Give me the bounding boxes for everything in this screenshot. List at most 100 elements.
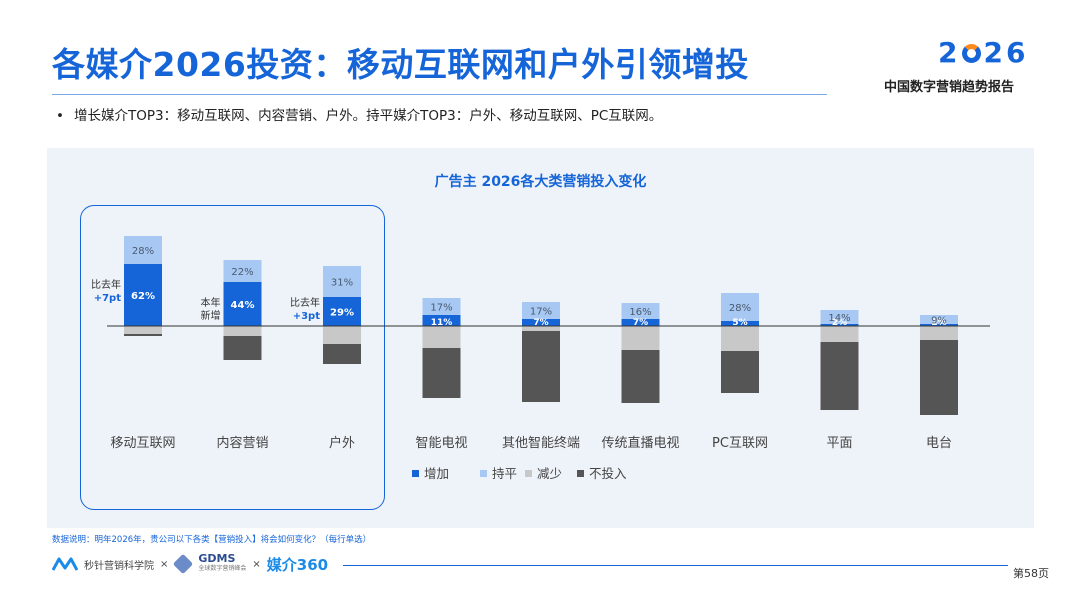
label-increase-cat8: 2% (832, 318, 847, 328)
category-label-cat5: 其他智能终端 (502, 435, 580, 451)
top3-highlight-box (80, 205, 385, 510)
bar-none-cat9 (920, 340, 958, 415)
page-number: 第58页 (1013, 567, 1049, 580)
bar-flat-cat7 (721, 293, 759, 321)
summary-text: 增长媒介TOP3：移动互联网、内容营销、户外。持平媒介TOP3：户外、移动互联网… (74, 108, 663, 124)
bar-decrease-cat5 (522, 326, 560, 331)
bar-increase-cat3 (323, 297, 361, 326)
label-flat-cat4: 17% (430, 303, 452, 314)
label-flat-cat5: 17% (530, 307, 552, 318)
category-label-cat7: PC互联网 (712, 436, 768, 451)
bar-decrease-cat9 (920, 326, 958, 340)
chart-panel: 广告主 2026各大类营销投入变化 62% 28% 移动互联网 44% 22% 内容营销 2… (47, 148, 1034, 528)
bar-none-cat8 (820, 342, 859, 410)
category-label-cat9: 电台 (926, 436, 952, 451)
label-increase-cat7: 5% (732, 318, 747, 328)
bar-decrease-cat4 (422, 326, 461, 348)
annotation-line2-cat3: +3pt (293, 311, 320, 322)
bar-flat-cat2 (223, 260, 262, 282)
legend-label-1: 增加 (424, 466, 449, 481)
bar-decrease-cat1 (124, 326, 162, 334)
bar-flat-cat4 (422, 298, 461, 315)
legend-swatch-2 (480, 470, 487, 477)
bar-flat-cat6 (621, 303, 660, 319)
bullet-dot-icon: • (56, 108, 64, 124)
label-flat-cat1: 28% (132, 246, 154, 257)
logo-year-left: 2 (938, 36, 961, 69)
annotation-line1-cat1: 比去年 (91, 278, 121, 291)
footer-logo-miaozhen: 秒针营销科学院 (84, 560, 154, 572)
label-flat-cat3: 31% (331, 278, 353, 289)
category-label-cat2: 内容营销 (216, 435, 268, 451)
label-flat-cat8: 14% (828, 313, 850, 324)
bar-flat-cat5 (522, 302, 560, 319)
bar-increase-cat8 (820, 324, 859, 326)
footer-logo-media360: 媒介360 (266, 555, 329, 574)
bar-increase-cat4 (422, 315, 461, 326)
title-underline (52, 94, 827, 95)
bar-decrease-cat7 (721, 326, 759, 351)
category-label-cat6: 传统直播电视 (601, 436, 679, 451)
footer-logo-gdms: GDMS 全球数字营销峰会 (198, 552, 247, 574)
miaozhen-logo-icon (52, 557, 78, 571)
data-note: 数据说明：明年2026年，贵公司以下各类【营销投入】将会如何变化？（每行单选） (52, 535, 372, 545)
bar-increase-cat6 (621, 319, 660, 326)
bar-none-cat4 (422, 348, 461, 398)
label-increase-cat5: 7% (533, 318, 548, 328)
bar-increase-cat9 (920, 324, 958, 326)
legend-swatch-1 (412, 470, 419, 477)
label-flat-cat6: 16% (629, 307, 651, 318)
footer-rule (343, 565, 1008, 566)
logo-year-right: 26 (983, 36, 1029, 69)
label-increase-cat6: 7% (633, 318, 648, 328)
legend-swatch-3 (525, 470, 532, 477)
label-increase-cat1: 62% (131, 291, 155, 302)
annotation-line1-cat2: 本年 (201, 296, 221, 309)
bar-decrease-cat8 (820, 326, 859, 342)
annotation-line2-cat2: 新增 (201, 309, 221, 322)
label-flat-cat2: 22% (231, 267, 253, 278)
legend-swatch-4 (577, 470, 584, 477)
bar-increase-cat1 (124, 264, 162, 326)
chart-title: 广告主 2026各大类营销投入变化 (434, 174, 647, 190)
label-increase-cat3: 29% (330, 308, 354, 319)
label-flat-cat7: 28% (729, 303, 751, 314)
footer-logos: 秒针营销科学院 × GDMS 全球数字营销峰会 × 媒介360 (52, 552, 328, 576)
gdms-logo-icon (173, 553, 194, 575)
legend-label-2: 持平 (492, 466, 517, 481)
bar-increase-cat2 (223, 282, 262, 326)
legend-label-4: 不投入 (589, 466, 627, 481)
bar-none-cat1 (124, 334, 162, 336)
footer-separator: × (252, 558, 261, 570)
category-label-cat8: 平面 (826, 436, 852, 451)
label-increase-cat2: 44% (231, 300, 255, 311)
category-label-cat3: 户外 (329, 435, 355, 451)
bar-decrease-cat6 (621, 326, 660, 350)
category-label-cat4: 智能电视 (415, 436, 467, 451)
bar-decrease-cat3 (323, 326, 361, 344)
bar-flat-cat3 (323, 266, 361, 297)
footer-separator: × (160, 558, 169, 570)
logo-ring-icon (962, 44, 982, 63)
summary-bullet: • 增长媒介TOP3：移动互联网、内容营销、户外。持平媒介TOP3：户外、移动互联… (56, 104, 662, 124)
category-label-cat1: 移动互联网 (110, 436, 175, 451)
annotation-line1-cat3: 比去年 (290, 296, 320, 309)
bar-flat-cat1 (124, 236, 162, 264)
report-logo-year: 2 26 (938, 36, 1028, 69)
bar-increase-cat5 (522, 319, 560, 326)
bar-none-cat3 (323, 344, 361, 364)
gdms-name: GDMS (198, 552, 236, 565)
bar-none-cat5 (522, 331, 560, 402)
label-flat-cat9: 9% (931, 316, 947, 327)
legend-label-3: 减少 (537, 466, 562, 481)
bar-none-cat6 (621, 350, 660, 403)
bar-increase-cat7 (721, 321, 759, 326)
bar-chart: 62% 28% 移动互联网 44% 22% 内容营销 29% 31% 户外 11% 17% 智能电视 7… (91, 236, 990, 481)
label-increase-cat4: 11% (431, 318, 453, 328)
label-increase-cat9: 2% (931, 318, 946, 328)
page-title: 各媒介2026投资：移动互联网和户外引领增投 (52, 45, 749, 84)
bar-flat-cat9 (920, 315, 958, 324)
annotation-line2-cat1: +7pt (94, 293, 121, 304)
gdms-subtitle: 全球数字营销峰会 (198, 565, 247, 572)
bar-flat-cat8 (820, 310, 859, 324)
